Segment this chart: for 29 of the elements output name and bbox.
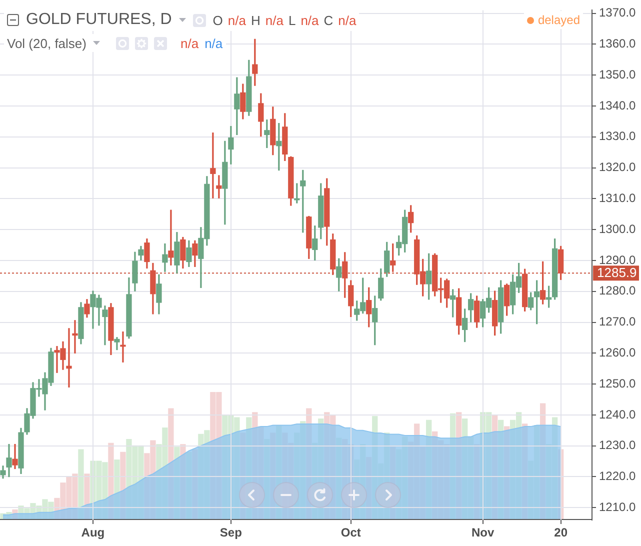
y-tick-label: 1350.0 (599, 67, 636, 82)
x-tick-label: Nov (472, 526, 494, 540)
x-tick-label: Oct (340, 526, 361, 540)
annotation: O n/a H n/a L n/a C n/a (212, 12, 356, 28)
y-tick-label: 1230.0 (599, 438, 636, 452)
x-tick-label: Aug (81, 526, 105, 540)
y-tick-label: 1330.0 (599, 129, 636, 144)
y-tick-label: 1250.0 (599, 376, 636, 390)
annotation: n/a (180, 36, 199, 50)
y-tick-label: 1290.0 (599, 252, 636, 267)
y-tick-label: 1310.0 (599, 190, 636, 205)
y-tick-label: 1280.0 (599, 284, 636, 298)
ref-line-label: 1285.9 (597, 265, 637, 280)
y-tick-label: 1300.0 (599, 222, 636, 236)
chart-title: GOLD FUTURES, D (26, 11, 172, 29)
y-tick-label: 1360.0 (599, 36, 636, 50)
y-tick-label: 1370.0 (599, 6, 636, 20)
y-tick-label: 1210.0 (599, 500, 636, 514)
y-tick-label: 1320.0 (599, 160, 636, 174)
y-tick-label: 1340.0 (599, 98, 636, 112)
y-tick-label: 1220.0 (599, 469, 636, 484)
annotation: delayed (538, 13, 580, 27)
y-tick-label: 1240.0 (599, 407, 636, 422)
y-tick-label: 1270.0 (599, 314, 636, 329)
x-tick-label: 20 (554, 526, 568, 540)
y-tick-label: 1260.0 (599, 345, 636, 360)
annotation: n/a (204, 36, 223, 50)
annotation: Vol (20, false) (7, 36, 86, 50)
x-tick-label: Sep (220, 526, 242, 540)
